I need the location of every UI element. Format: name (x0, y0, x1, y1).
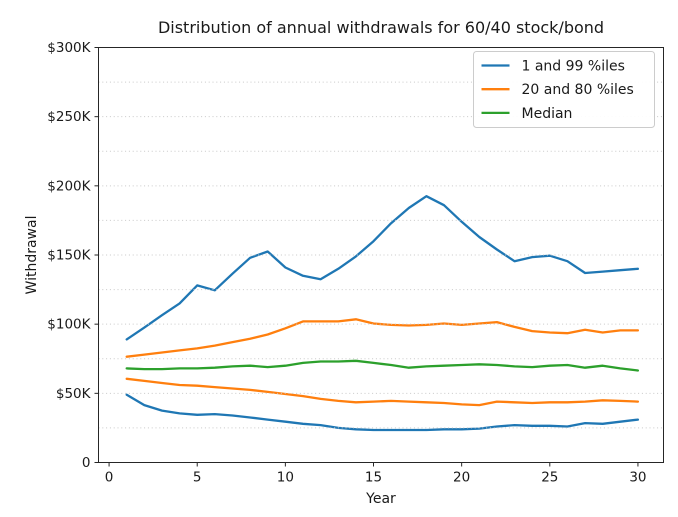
series-line-median (125, 359, 640, 372)
y-tick-label-200k: $200K (47, 178, 91, 194)
y-tick-label-100k: $100K (47, 317, 91, 333)
legend-label-1: 20 and 80 %iles (522, 82, 634, 98)
y-tick-label-150k: $150K (47, 248, 91, 264)
x-tick-label-15: 15 (365, 470, 382, 486)
x-axis-label: Year (365, 491, 396, 507)
y-axis-label: Withdrawal (24, 216, 40, 295)
series-line-20th-percentile (125, 377, 640, 407)
x-tick-label-5: 5 (193, 470, 202, 486)
x-tick-label-25: 25 (541, 470, 558, 486)
grid-layer (98, 81, 664, 429)
y-tick-label-300k: $300K (47, 40, 91, 56)
legend: 1 and 99 %iles 20 and 80 %iles Median (473, 51, 655, 128)
ticks-layer: 0 5 10 15 20 25 30 0 $50K $100K $150K $200K $250K $30… (47, 40, 646, 486)
series-layer (125, 195, 640, 432)
legend-label-2: Median (522, 106, 573, 122)
series-line-80th-percentile (125, 318, 640, 358)
legend-box (473, 51, 655, 128)
x-tick-label-20: 20 (453, 470, 470, 486)
legend-label-0: 1 and 99 %iles (522, 59, 625, 75)
y-tick-label-50k: $50K (56, 386, 92, 402)
x-tick-label-0: 0 (105, 470, 114, 486)
chart-title: Distribution of annual withdrawals for 6… (158, 18, 604, 37)
x-tick-label-10: 10 (277, 470, 294, 486)
x-tick-label-30: 30 (629, 470, 646, 486)
series-line-99th-percentile (125, 195, 640, 341)
y-tick-label-0k: 0 (82, 455, 91, 471)
y-tick-label-250k: $250K (47, 109, 91, 125)
series-line-1st-percentile (125, 393, 640, 432)
